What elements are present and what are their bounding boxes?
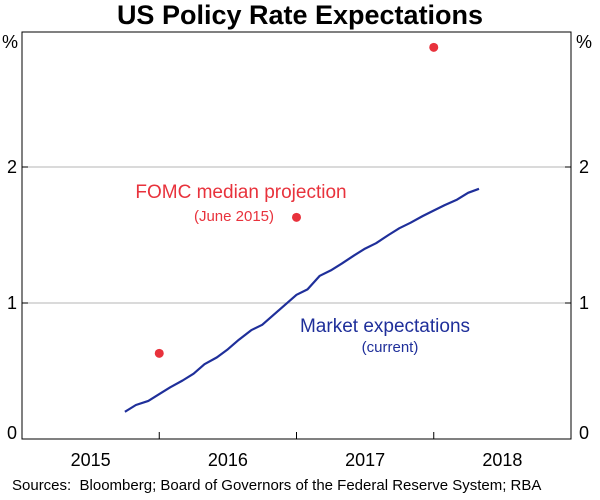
y-tick-left-1: 1 <box>7 293 17 313</box>
fomc-legend-sublabel: (June 2015) <box>194 208 274 225</box>
x-tick-2017: 2017 <box>345 450 385 470</box>
y-tick-left-2: 2 <box>7 157 17 177</box>
fomc-legend-label: FOMC median projection <box>135 182 346 203</box>
y-unit-right: % <box>576 32 592 52</box>
market-legend-label: Market expectations <box>300 316 470 337</box>
y-unit-left: % <box>2 32 18 52</box>
chart-title: US Policy Rate Expectations <box>116 0 484 30</box>
market-expectations-line <box>124 187 480 413</box>
y-tick-right-0: 0 <box>579 423 589 443</box>
series-layer <box>124 42 480 413</box>
x-tick-2016: 2016 <box>208 450 248 470</box>
x-axis-ticks: 2015 2016 2017 2018 <box>71 432 522 470</box>
chart-source: Sources: Bloomberg; Board of Governors o… <box>12 477 542 494</box>
x-tick-2015: 2015 <box>71 450 111 470</box>
market-legend-sublabel: (current) <box>362 339 419 356</box>
fomc-point-3 <box>429 42 439 52</box>
gridlines <box>22 166 571 304</box>
fomc-point-1 <box>154 348 164 358</box>
plot-frame <box>21 31 572 440</box>
y-tick-right-2: 2 <box>579 157 589 177</box>
y-axis-ticks: 0 0 1 1 2 2 <box>7 157 589 443</box>
y-tick-left-0: 0 <box>7 423 17 443</box>
fomc-point-2 <box>292 212 301 222</box>
x-tick-2018: 2018 <box>482 450 522 470</box>
y-tick-right-1: 1 <box>579 293 589 313</box>
